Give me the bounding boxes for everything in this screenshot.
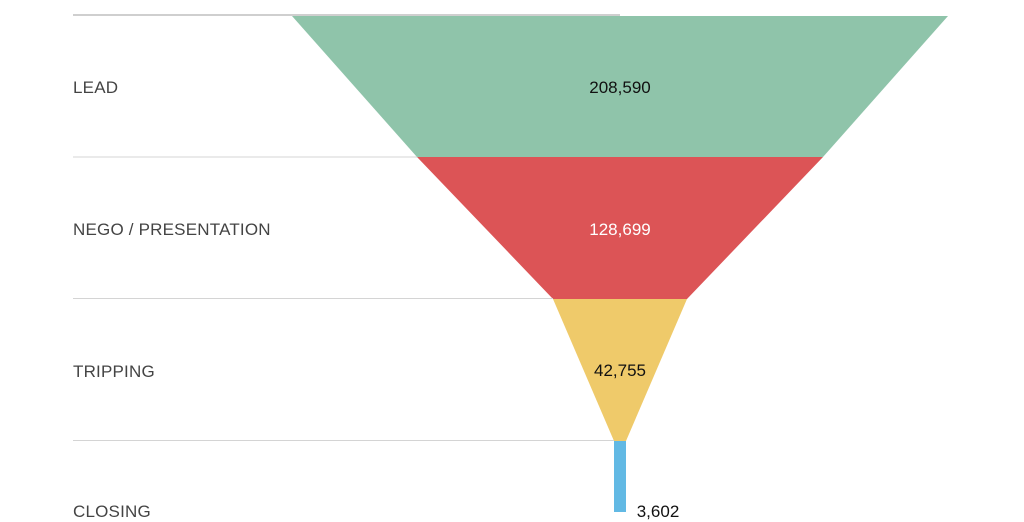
value-label-closing: 3,602 xyxy=(636,502,680,521)
stage-label-tripping: TRIPPING xyxy=(73,362,155,381)
funnel-segment-lead[interactable] xyxy=(292,16,948,157)
funnel-segment-tripping[interactable] xyxy=(553,299,687,441)
funnel-segment-closing[interactable] xyxy=(614,441,626,512)
stage-label-nego: NEGO / PRESENTATION xyxy=(73,220,271,239)
funnel-segment-nego[interactable] xyxy=(417,157,823,299)
value-label-lead: 208,590 xyxy=(589,78,651,97)
stage-label-lead: LEAD xyxy=(73,78,119,97)
stage-label-closing: CLOSING xyxy=(73,502,151,521)
value-label-nego: 128,699 xyxy=(589,220,651,239)
value-label-tripping: 42,755 xyxy=(594,361,646,380)
